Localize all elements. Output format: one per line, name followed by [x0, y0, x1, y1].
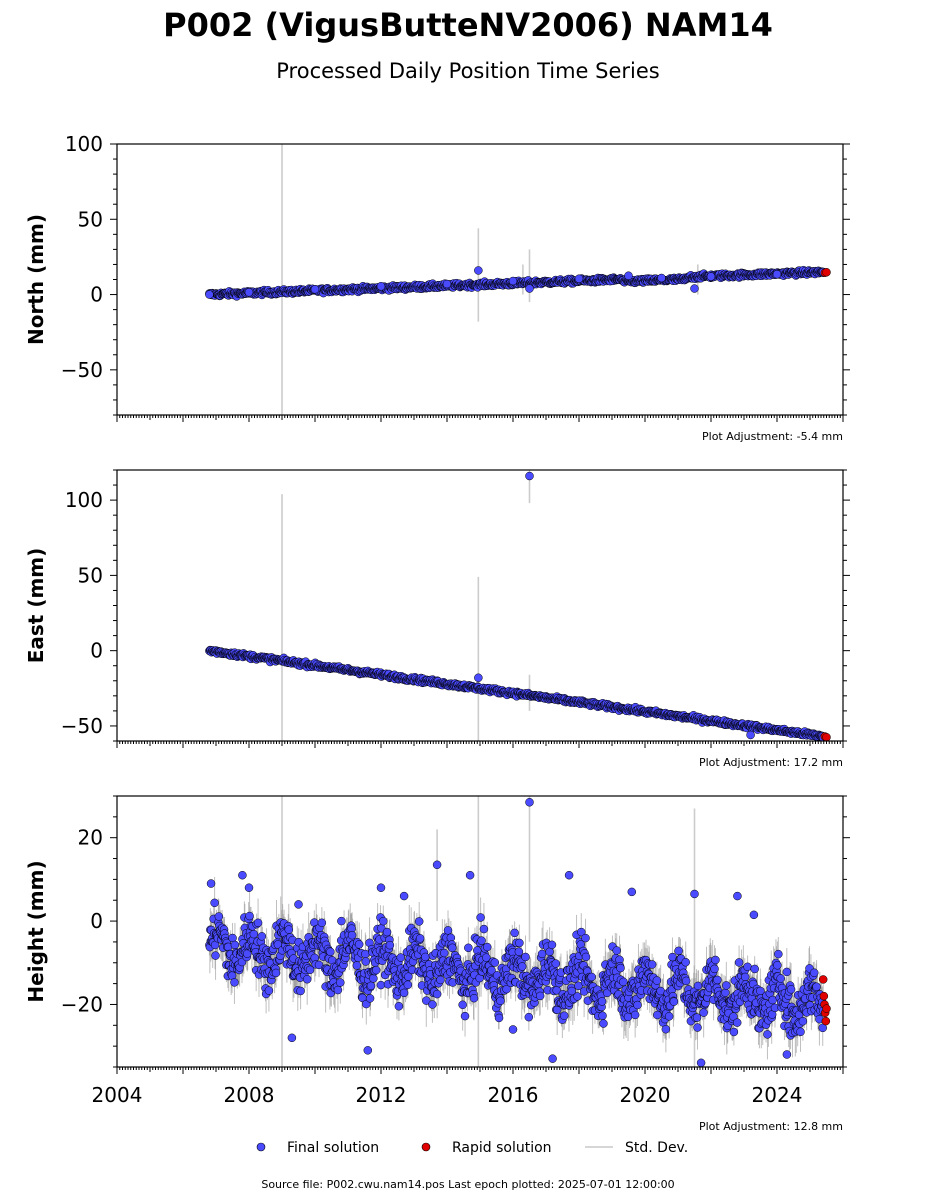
- plot-adjustment-note: Plot Adjustment: 17.2 mm: [699, 756, 843, 769]
- final-solution-point: [508, 276, 518, 286]
- final-solution-point: [706, 272, 716, 281]
- north-panel: −50 0 50 100 North (mm) Plot Adjustment: -5.4…: [24, 132, 850, 443]
- y-tick-label: 50: [78, 207, 103, 231]
- y-axis-label: East (mm): [24, 548, 48, 664]
- final-solution-point: [244, 288, 254, 297]
- axes-frame: [116, 469, 844, 742]
- y-tick-label: 100: [65, 488, 103, 512]
- y-axis-label: North (mm): [24, 214, 48, 345]
- plot-area: [205, 796, 831, 1067]
- y-tick-label: 50: [78, 563, 103, 587]
- final-solution-point: [525, 471, 534, 481]
- final-solution-point: [525, 284, 534, 293]
- final-solution-point: [746, 730, 755, 740]
- plot-area: [205, 470, 831, 741]
- rapid-solution-point: [822, 732, 831, 741]
- y-tick-label: 0: [90, 639, 103, 663]
- final-solution-point: [376, 282, 386, 291]
- plot-area: [205, 144, 831, 415]
- final-solution-point: [442, 279, 452, 289]
- final-solution-point: [310, 285, 320, 294]
- y-tick-label: −50: [61, 358, 103, 382]
- final-solution-point: [574, 274, 584, 283]
- final-solution-point: [624, 271, 633, 280]
- final-solution-point: [474, 266, 483, 275]
- final-solution-point: [772, 269, 782, 279]
- final-solution-point: [690, 284, 699, 293]
- y-tick-label: −50: [61, 714, 103, 738]
- chart-title: P002 (VigusButteNV2006) NAM14: [163, 6, 773, 44]
- final-solution-point: [657, 273, 666, 283]
- east-panel: −50 0 50 100 East (mm) Plot Adjustment: 17.2 …: [24, 469, 850, 769]
- chart-subtitle: Processed Daily Position Time Series: [276, 59, 660, 83]
- rapid-solution-point: [822, 268, 831, 277]
- plot-adjustment-note: Plot Adjustment: -5.4 mm: [702, 430, 843, 443]
- final-solution-point: [205, 290, 214, 299]
- y-tick-label: 100: [65, 132, 103, 156]
- y-tick-label: 0: [90, 283, 103, 307]
- final-solution-point: [474, 673, 483, 683]
